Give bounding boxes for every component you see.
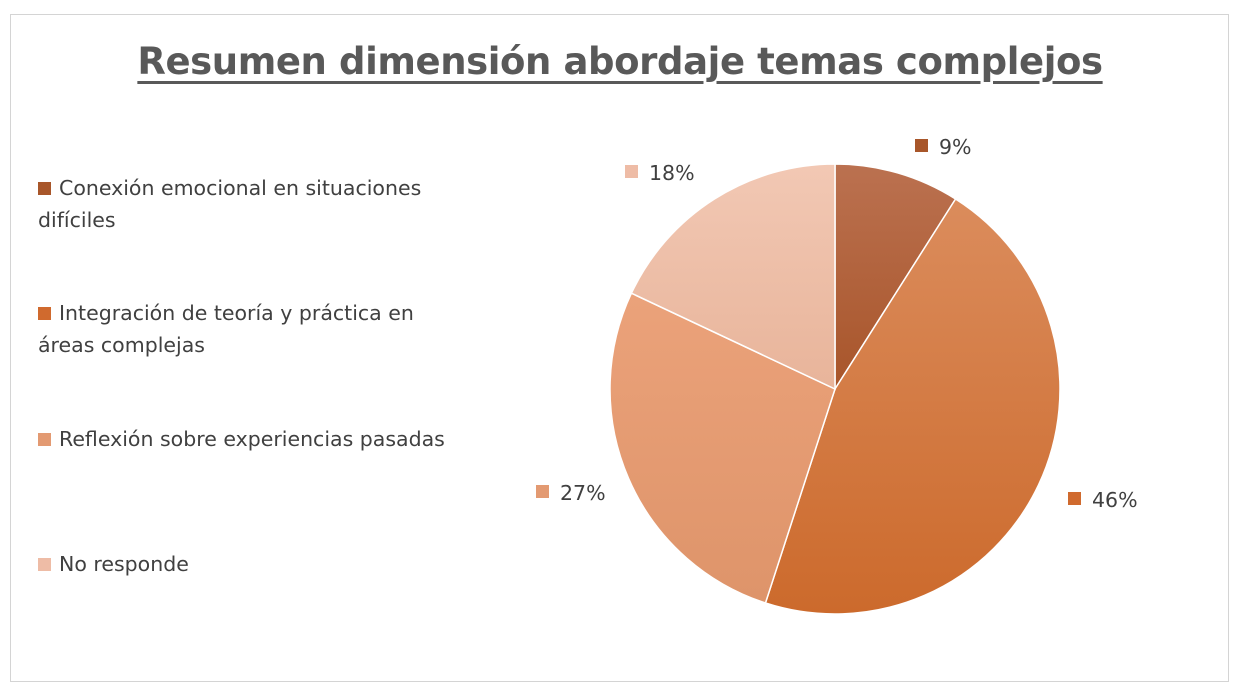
legend-label: Reflexión sobre experiencias pasadas <box>59 427 445 451</box>
label-no-responde: 18% <box>649 161 695 185</box>
legend-item-integracion: Integración de teoría y práctica en área… <box>38 297 458 361</box>
legend-label: Conexión emocional en situaciones difíci… <box>38 176 422 232</box>
legend-item-reflexion: Reflexión sobre experiencias pasadas <box>38 423 458 455</box>
legend-label: Integración de teoría y práctica en área… <box>38 301 414 357</box>
legend-label: No responde <box>59 552 189 576</box>
legend-swatch <box>38 433 51 446</box>
label-reflexion: 27% <box>560 481 606 505</box>
slice-reflexion <box>609 292 836 604</box>
label-conexion-swatch <box>915 139 928 152</box>
label-integracion-swatch <box>1068 492 1081 505</box>
legend-item-conexion: Conexión emocional en situaciones difíci… <box>38 172 458 236</box>
legend-swatch <box>38 307 51 320</box>
label-integracion: 46% <box>1092 488 1138 512</box>
label-reflexion-swatch <box>536 485 549 498</box>
legend-item-no-responde: No responde <box>38 548 458 580</box>
slice-integracion <box>764 197 1061 615</box>
slice-conexion <box>834 163 957 392</box>
label-conexion: 9% <box>939 135 972 159</box>
chart-title: Resumen dimensión abordaje temas complej… <box>137 40 1103 83</box>
slice-no-responde <box>630 163 836 391</box>
legend-swatch <box>38 182 51 195</box>
label-no-responde-swatch <box>625 165 638 178</box>
legend-swatch <box>38 558 51 571</box>
